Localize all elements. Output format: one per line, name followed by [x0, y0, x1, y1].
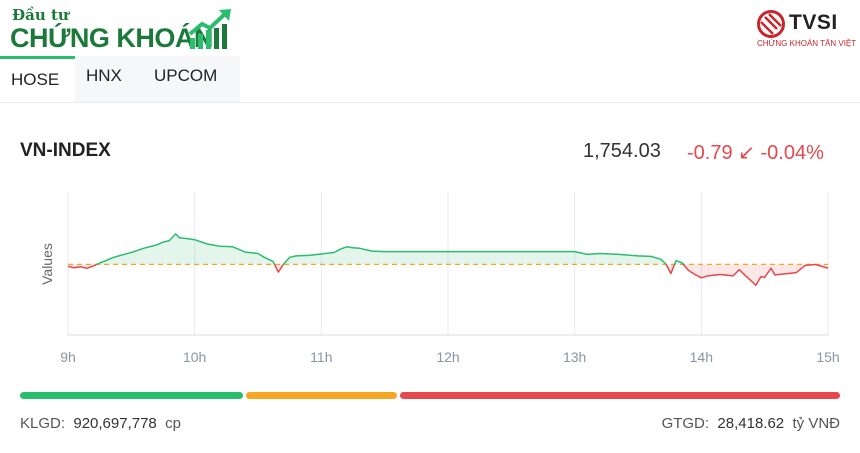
- decliners-bar: [400, 392, 840, 399]
- index-value: 1,754.03: [583, 140, 661, 162]
- klgd-label: KLGD:: [20, 415, 66, 432]
- above-ref-line-2: [673, 259, 684, 265]
- x-tick-12h: 12h: [436, 349, 459, 365]
- down-arrow-icon: ↙: [738, 142, 755, 164]
- growth-chart-icon: [188, 9, 231, 49]
- gtgd-label: GTGD:: [661, 415, 710, 432]
- intraday-chart: 9h 10h 11h 12h 13h 14h 15h Values: [39, 192, 840, 365]
- volume-summary: KLGD: 920,697,778 cp: [20, 415, 181, 432]
- gtgd-unit: tỷ VNĐ: [792, 415, 840, 432]
- below-ref-line-0: [67, 263, 98, 270]
- above-ref-line-0: [96, 233, 276, 266]
- tab-hnx[interactable]: HNX: [75, 56, 143, 102]
- below-ref-line-1: [273, 263, 285, 273]
- unchanged-bar: [246, 392, 398, 399]
- chart-lines: [67, 233, 829, 287]
- index-change-percent: -0.04%: [760, 142, 824, 164]
- y-axis-label: Values: [39, 243, 55, 285]
- dautu-chungkhoan-logo[interactable]: Đầu tư CHỨNG KHOÁN: [10, 6, 235, 53]
- tvsi-brand-name: TVSI: [789, 11, 838, 34]
- below-ref-area-3: [683, 264, 828, 286]
- x-tick-11h: 11h: [310, 349, 332, 365]
- advancers-bar: [20, 392, 244, 399]
- logo-small-text: Đầu tư: [12, 6, 69, 24]
- x-tick-labels: 9h 10h 11h 12h 13h 14h 15h: [60, 349, 839, 365]
- gtgd-value: 28,418.62: [717, 415, 785, 432]
- tab-hose[interactable]: HOSE: [0, 56, 75, 102]
- x-tick-9h: 9h: [60, 349, 76, 365]
- index-change: -0.79 ↙ -0.04%: [687, 140, 824, 165]
- header: Đầu tư CHỨNG KHOÁN TVSI CHỨNG KHOÁN TÂN …: [0, 0, 860, 60]
- x-tick-15h: 15h: [816, 349, 839, 365]
- value-summary: GTGD: 28,418.62 tỷ VNĐ: [662, 415, 840, 432]
- index-change-value: -0.79: [687, 142, 733, 164]
- above-ref-area-1: [283, 246, 667, 265]
- chart-grid: [67, 192, 829, 336]
- tvsi-brand-sub: CHỨNG KHOÁN TÂN VIỆT: [757, 39, 857, 48]
- tab-upcom[interactable]: UPCOM: [143, 56, 240, 102]
- tvsi-logo[interactable]: TVSI CHỨNG KHOÁN TÂN VIỆT: [757, 8, 856, 52]
- below-ref-area-1: [274, 264, 284, 273]
- klgd-value: 920,697,778: [73, 415, 157, 432]
- tvsi-mark-icon: [757, 10, 785, 38]
- klgd-unit: cp: [165, 415, 181, 432]
- below-ref-area-2: [666, 264, 675, 274]
- above-ref-line-1: [282, 246, 667, 265]
- index-name: VN-INDEX: [20, 140, 111, 161]
- logo-big-text: CHỨNG KHOÁN: [10, 23, 213, 53]
- x-tick-13h: 13h: [563, 349, 586, 365]
- x-tick-14h: 14h: [690, 349, 713, 365]
- chart-areas: [68, 233, 828, 286]
- exchange-tabs: HOSE HNX UPCOM: [0, 56, 860, 103]
- above-ref-area-0: [96, 233, 275, 265]
- x-tick-10h: 10h: [183, 349, 206, 365]
- below-ref-line-2: [665, 264, 676, 275]
- below-ref-line-3: [682, 263, 829, 287]
